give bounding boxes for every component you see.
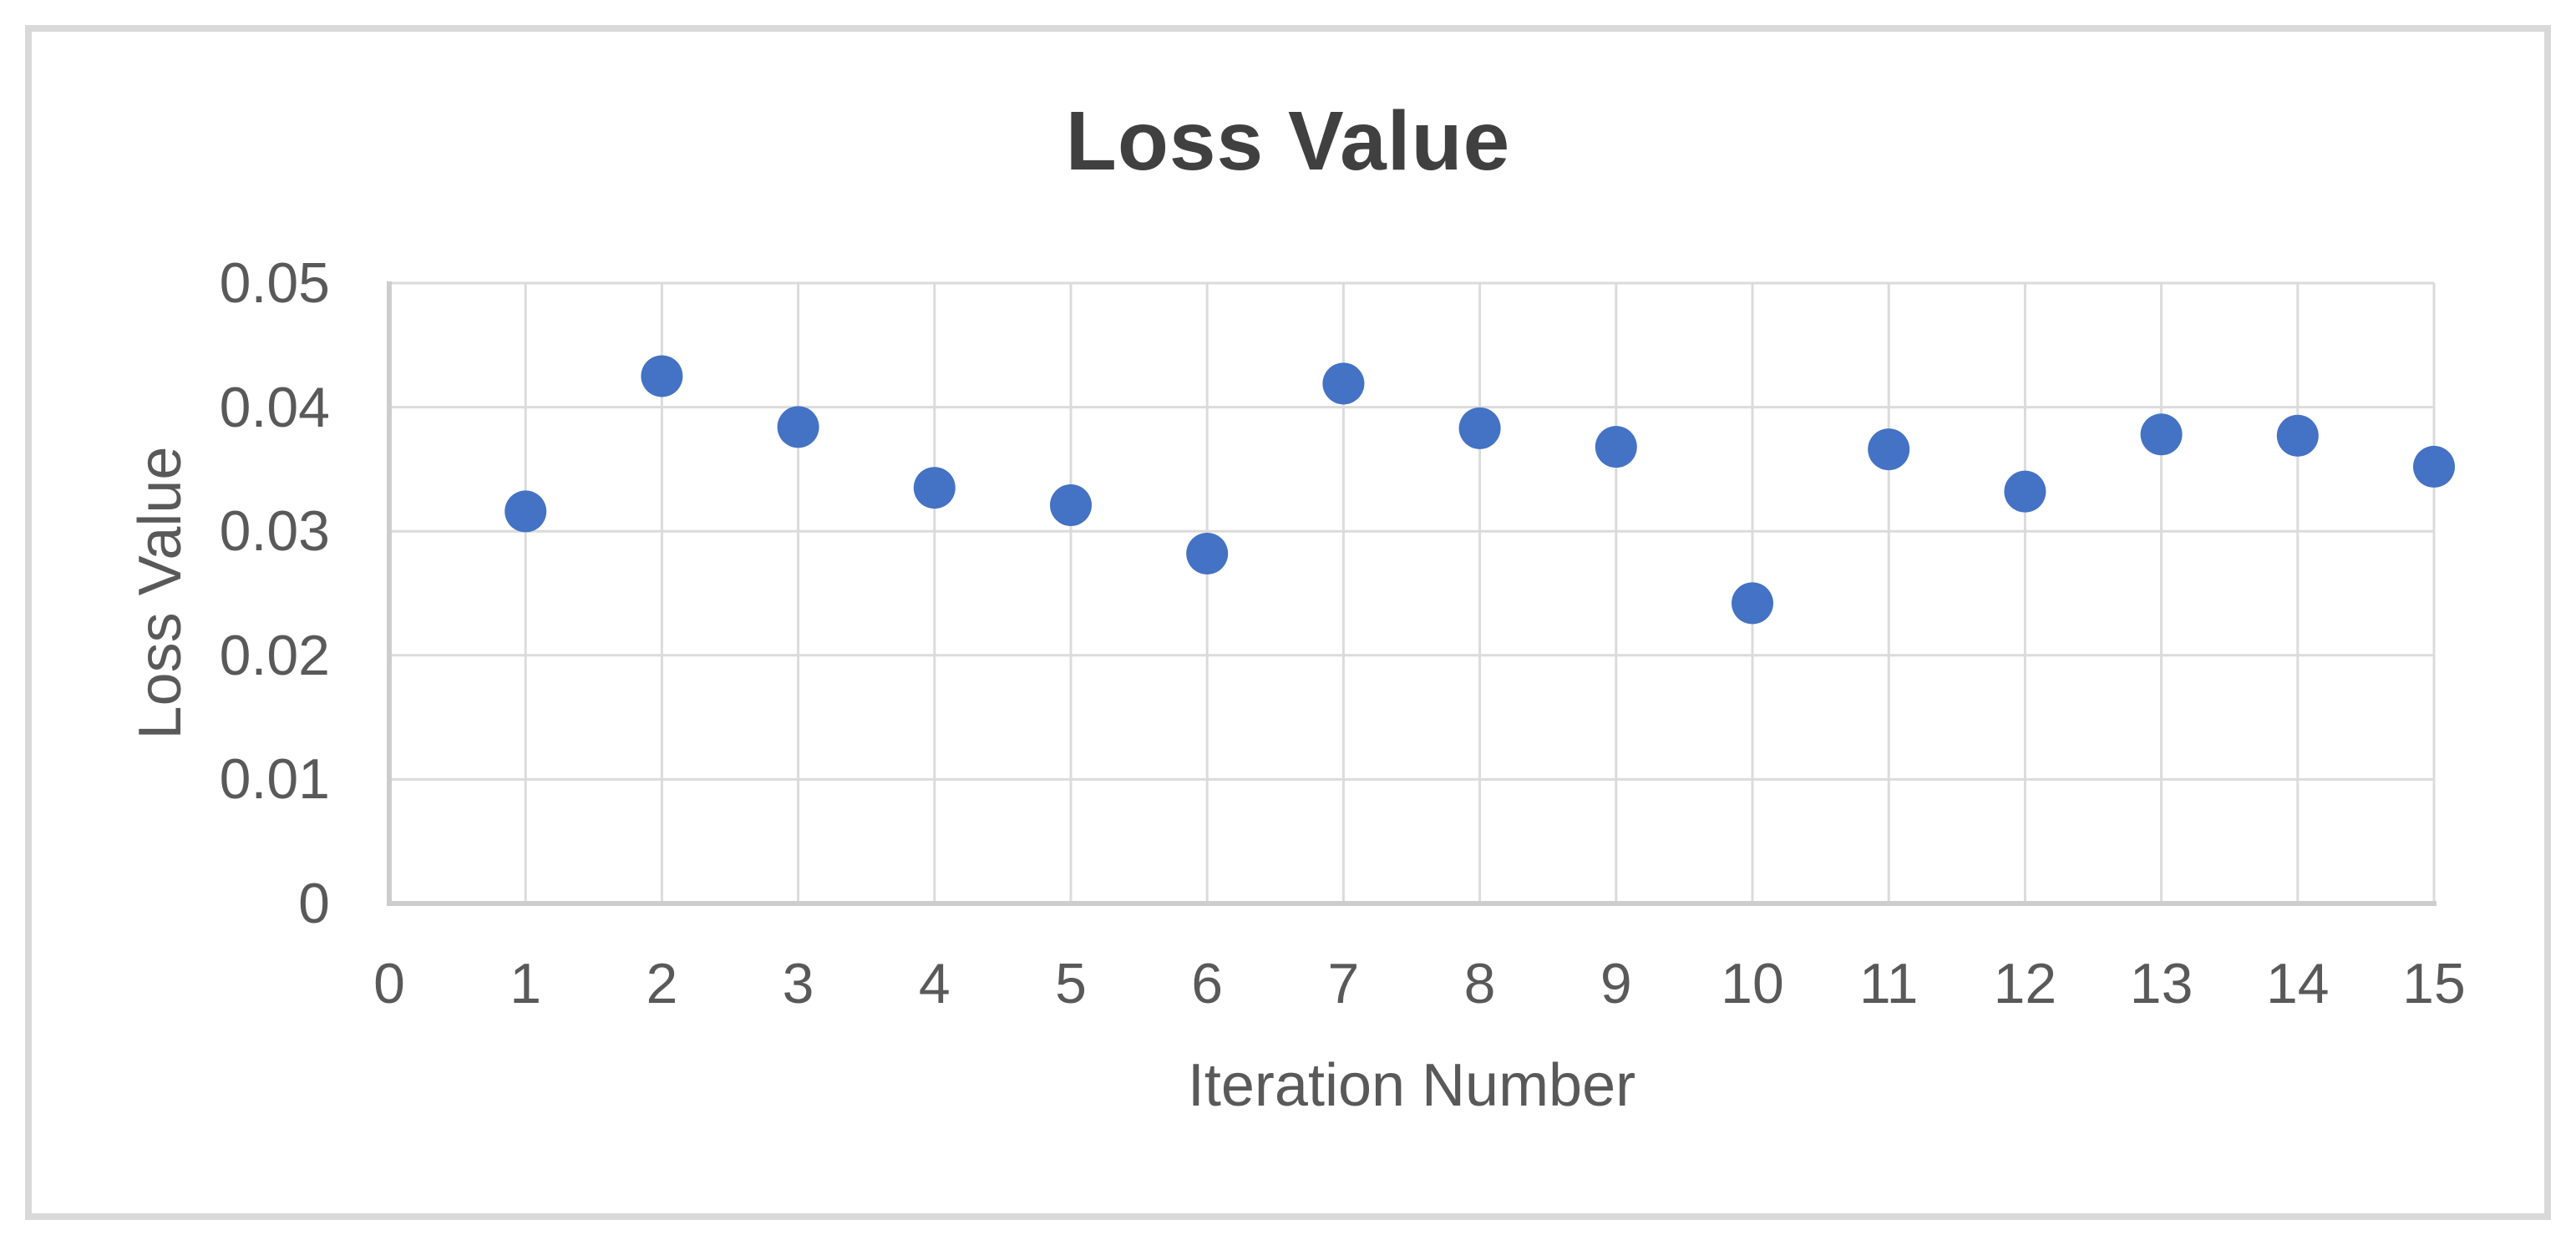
data-point[interactable] <box>777 406 819 448</box>
data-point[interactable] <box>1322 362 1365 405</box>
data-point[interactable] <box>2276 414 2319 457</box>
y-tick-label: 0 <box>298 872 330 935</box>
data-point[interactable] <box>1732 582 1773 625</box>
y-tick-label: 0.03 <box>219 499 330 564</box>
chart-border-frame <box>25 25 2551 1220</box>
data-point[interactable] <box>1186 532 1229 574</box>
x-tick-label: 14 <box>2265 952 2330 1015</box>
data-point[interactable] <box>1050 483 1092 526</box>
x-tick-label: 2 <box>646 952 678 1015</box>
data-point[interactable] <box>2140 413 2183 456</box>
data-point[interactable] <box>1868 428 1910 471</box>
chart-title: Loss Value <box>1065 94 1511 188</box>
x-tick-label: 8 <box>1463 952 1496 1015</box>
x-tick-label: 9 <box>1600 952 1632 1015</box>
data-point[interactable] <box>2413 445 2455 488</box>
x-tick-label: 10 <box>1721 952 1784 1015</box>
x-tick-label: 12 <box>1993 952 2057 1015</box>
x-tick-label: 11 <box>1858 952 1919 1015</box>
x-tick-label: 0 <box>373 952 405 1015</box>
data-point[interactable] <box>2004 470 2046 513</box>
x-tick-label: 7 <box>1327 952 1360 1015</box>
x-tick-label: 4 <box>918 952 951 1015</box>
x-tick-label: 6 <box>1191 952 1224 1015</box>
data-point[interactable] <box>505 490 547 533</box>
x-tick-label: 15 <box>2402 952 2466 1015</box>
data-point[interactable] <box>913 467 956 509</box>
y-tick-label: 0.01 <box>219 747 330 812</box>
y-axis-title: Loss Value <box>127 446 194 740</box>
x-axis-title: Iteration Number <box>1187 1052 1636 1119</box>
y-tick-label: 0.05 <box>219 251 330 315</box>
y-tick-label: 0.04 <box>219 375 330 439</box>
x-tick-label: 13 <box>2129 952 2193 1015</box>
data-point[interactable] <box>1595 426 1637 468</box>
y-tick-label: 0.02 <box>219 623 330 687</box>
x-tick-label: 1 <box>510 952 542 1015</box>
x-tick-label: 5 <box>1055 952 1087 1015</box>
data-point[interactable] <box>641 355 683 397</box>
x-tick-label: 3 <box>782 952 814 1015</box>
data-point[interactable] <box>1458 407 1501 449</box>
